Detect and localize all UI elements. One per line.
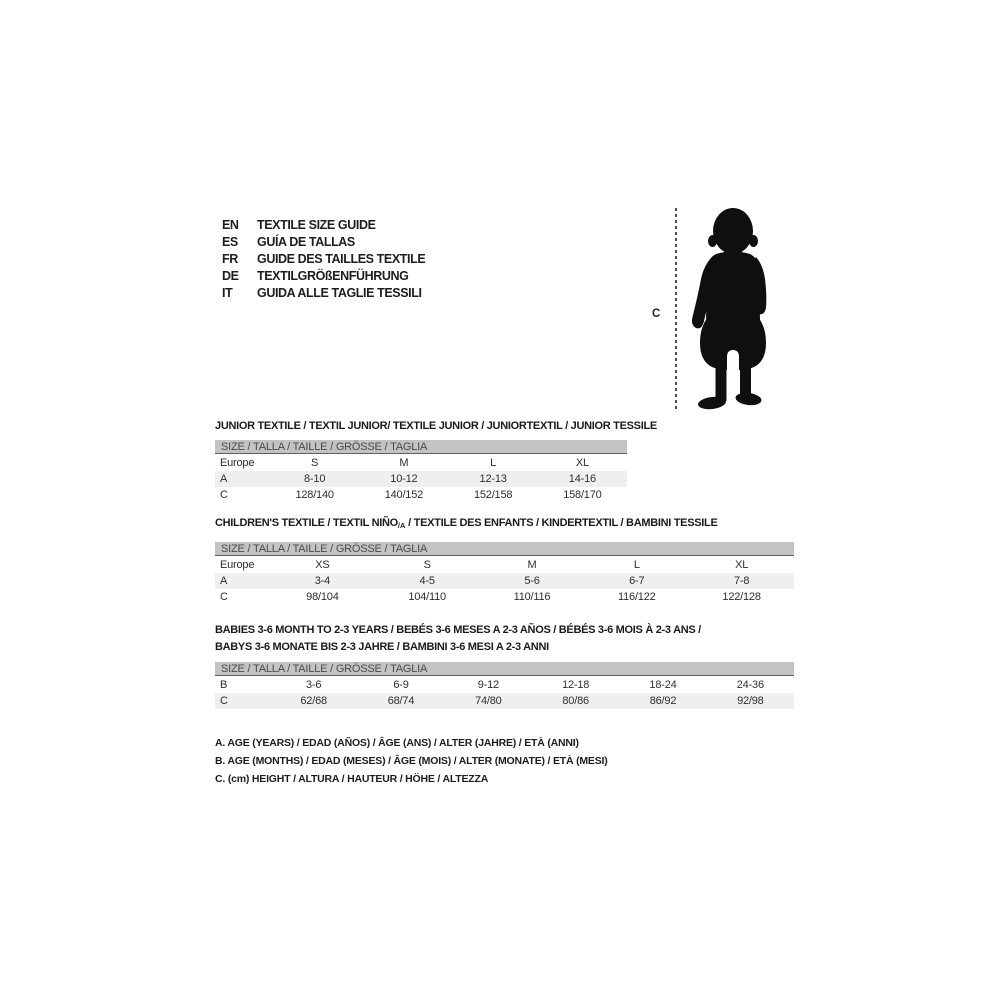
language-code: EN [222,218,239,232]
age-cell: 18-24 [649,679,677,691]
size-cell: XL [575,457,589,469]
language-text: TEXTILE SIZE GUIDE [257,218,376,232]
babies-size-header: SIZE / TALLA / TAILLE / GRÖSSE / TAGLIA [215,662,794,676]
language-row-fr: FR GUIDE DES TAILLES TEXTILE [222,251,426,268]
table-row: C 62/68 68/74 74/80 80/86 86/92 92/98 [215,693,794,709]
size-cell: XS [315,559,330,571]
height-cell: 62/68 [300,695,327,707]
language-row-it: IT GUIDA ALLE TAGLIE TESSILI [222,285,425,302]
height-cell: 80/86 [562,695,589,707]
children-title-prefix: CHILDREN'S TEXTILE / TEXTIL NIÑO [215,517,398,529]
age-cell: 6-9 [393,679,409,691]
age-cell: 6-7 [629,575,645,587]
children-title-suffix: / TEXTILE DES ENFANTS / KINDERTEXTIL / B… [405,517,718,529]
junior-size-header: SIZE / TALLA / TAILLE / GRÖSSE / TAGLIA [215,440,627,454]
age-cell: 5-6 [524,575,540,587]
height-figure: C [648,196,788,416]
row-label: C [220,695,228,707]
height-cell: 86/92 [649,695,677,707]
age-cell: 7-8 [733,575,750,587]
age-cell: 14-16 [568,473,596,485]
table-row: B 3-6 6-9 9-12 12-18 18-24 24-36 [215,677,794,693]
junior-table: Europe S M L XL A 8-10 10-12 12-13 14-16… [215,455,627,503]
height-cell: 74/80 [475,695,502,707]
language-legend: EN TEXTILE SIZE GUIDE ES GUÍA DE TALLAS … [222,217,426,302]
language-text: GUIDE DES TAILLES TEXTILE [257,252,426,266]
footnote-a: A. AGE (YEARS) / EDAD (AÑOS) / ÂGE (ANS)… [215,737,579,749]
row-label: Europe [220,457,255,469]
table-row: C 98/104 104/110 110/116 116/122 122/128 [215,589,794,605]
table-row: Europe S M L XL [215,455,627,471]
junior-table-title: JUNIOR TEXTILE / TEXTIL JUNIOR/ TEXTILE … [215,420,657,432]
height-cell: 152/158 [473,489,513,501]
language-text: GUÍA DE TALLAS [257,235,355,249]
footnote-c: C. (cm) HEIGHT / ALTURA / HAUTEUR / HÖHE… [215,773,489,785]
children-size-header: SIZE / TALLA / TAILLE / GRÖSSE / TAGLIA [215,542,794,556]
age-cell: 12-13 [479,473,507,485]
children-table: Europe XS S M L XL A 3-4 4-5 5-6 6-7 7-8… [215,557,794,605]
size-cell: L [490,457,497,469]
size-cell: S [311,457,319,469]
size-cell: S [423,559,431,571]
children-table-title: CHILDREN'S TEXTILE / TEXTIL NIÑO/A / TEX… [215,516,718,533]
age-cell: 3-6 [306,679,322,691]
language-code: DE [222,269,239,283]
height-cell: 128/140 [295,489,334,501]
language-code: FR [222,252,238,266]
babies-title-line2: BABYS 3-6 MONATE BIS 2-3 JAHRE / BAMBINI… [215,641,549,653]
size-cell: L [633,559,640,571]
children-title-subscript: /A [397,521,406,530]
height-cell: 122/128 [722,591,761,603]
size-cell: M [527,559,537,571]
language-code: ES [222,235,238,249]
age-cell: 8-10 [304,473,326,485]
age-cell: 3-4 [314,575,331,587]
height-cell: 68/74 [387,695,415,707]
language-text: GUIDA ALLE TAGLIE TESSILI [257,286,422,300]
table-row: A 8-10 10-12 12-13 14-16 [215,471,627,487]
height-cell: 110/116 [513,591,551,603]
height-cell: 98/104 [306,591,339,603]
height-cell: 158/170 [563,489,602,501]
table-row: Europe XS S M L XL [215,557,794,573]
row-label: A [220,575,228,587]
babies-title-line1: BABIES 3-6 MONTH TO 2-3 YEARS / BEBÉS 3-… [215,624,701,636]
language-row-en: EN TEXTILE SIZE GUIDE [222,217,425,234]
toddler-silhouette-icon [692,208,767,410]
size-cell: XL [735,559,749,571]
height-dashed-line [675,208,677,409]
table-row: C 128/140 140/152 152/158 158/170 [215,487,627,503]
language-text: TEXTILGRÖßENFÜHRUNG [257,269,409,283]
language-code: IT [222,286,233,300]
age-cell: 24-36 [736,679,764,691]
row-label: C [220,591,228,603]
row-label: B [220,679,228,691]
babies-table-title: BABIES 3-6 MONTH TO 2-3 YEARS / BEBÉS 3-… [215,622,701,656]
footnotes: A. AGE (YEARS) / EDAD (AÑOS) / ÂGE (ANS)… [215,734,608,788]
row-label: Europe [220,559,255,571]
height-cell: 92/98 [737,695,764,707]
language-row-es: ES GUÍA DE TALLAS [222,234,425,251]
size-cell: M [399,457,409,469]
height-cell: 140/152 [384,489,424,501]
footnote-b: B. AGE (MONTHS) / EDAD (MESES) / ÂGE (MO… [215,755,608,767]
height-measure-label: C [652,308,661,320]
height-cell: 104/110 [408,591,446,603]
language-row-de: DE TEXTILGRÖßENFÜHRUNG [222,268,425,285]
row-label: A [220,473,228,485]
age-cell: 12-18 [562,679,590,691]
row-label: C [220,489,228,501]
age-cell: 10-12 [390,473,418,485]
table-row: A 3-4 4-5 5-6 6-7 7-8 [215,573,794,589]
age-cell: 4-5 [419,575,436,587]
babies-table: B 3-6 6-9 9-12 12-18 18-24 24-36 C 62/68… [215,677,794,709]
age-cell: 9-12 [477,679,499,691]
height-cell: 116/122 [618,591,656,603]
